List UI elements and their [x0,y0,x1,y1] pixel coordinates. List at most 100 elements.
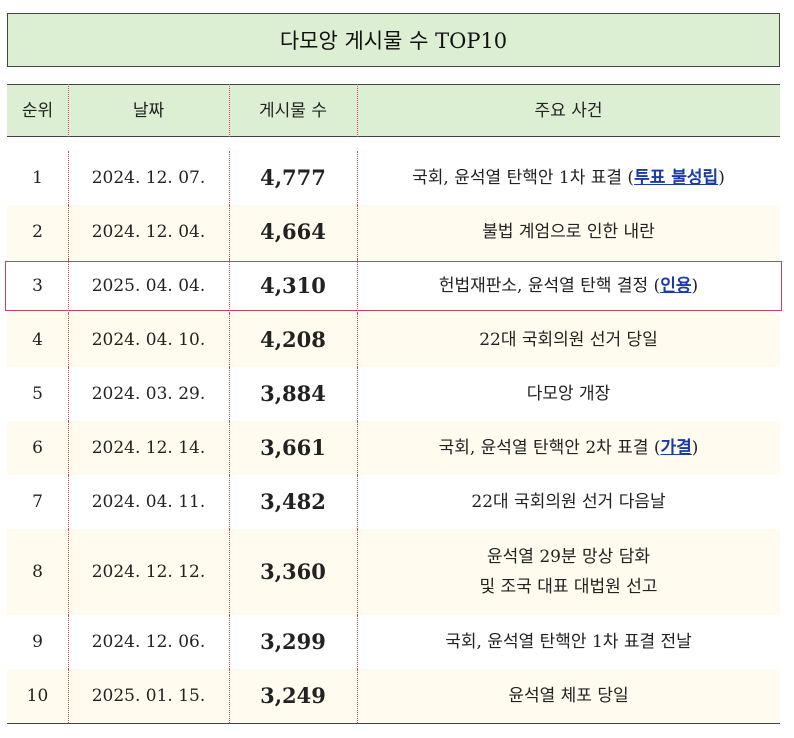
posts-cell: 3,299 [260,629,326,654]
event-line: 22대 국회의원 선거 당일 [479,325,658,355]
event-line: 불법 계엄으로 인한 내란 [482,217,655,247]
column-divider [68,475,69,529]
posts-cell: 4,310 [260,273,326,298]
event-line: 국회, 윤석열 탄핵안 2차 표결 (가결) [439,433,699,463]
event-cell: 윤석열 체포 당일 [357,669,780,723]
posts-cell: 3,884 [260,381,326,406]
column-divider [229,367,230,421]
column-divider [68,615,69,669]
column-divider [229,529,230,615]
column-divider [68,151,69,205]
event-line: 헌법재판소, 윤석열 탄핵 결정 (인용) [439,271,698,301]
header-row [7,84,780,137]
event-text: 헌법재판소, 윤석열 탄핵 결정 ( [438,276,661,296]
event-text: 국회, 윤석열 탄핵안 1차 표결 ( [412,168,635,188]
row-bg [7,529,780,615]
row-bg [7,151,780,205]
event-link: 투표 불성립 [634,168,719,188]
event-link: 가결 [660,438,692,458]
column-divider [229,615,230,669]
column-divider [68,259,69,313]
column-divider [357,367,358,421]
column-divider [357,669,358,723]
column-divider [68,313,69,367]
header-cell: 순위 [21,100,54,121]
event-text: 윤석열 체포 당일 [508,686,629,706]
header-cell: 날짜 [132,100,165,121]
event-cell: 22대 국회의원 선거 다음날 [357,475,780,529]
rank-cell: 1 [32,168,43,188]
date-cell: 2024. 04. 10. [91,330,206,350]
header-divider [68,84,69,137]
row-divider [7,723,780,724]
row-highlight [5,261,782,311]
row-bg [7,615,780,669]
row-bg [7,669,780,723]
column-divider [357,151,358,205]
date-cell: 2025. 04. 04. [91,276,206,296]
event-text: ) [718,168,725,188]
posts-cell: 3,482 [260,489,326,514]
column-divider [68,421,69,475]
posts-cell: 3,360 [260,559,326,584]
rank-cell: 7 [32,492,43,512]
event-line: 국회, 윤석열 탄핵안 1차 표결 (투표 불성립) [412,163,725,193]
rank-cell: 10 [26,686,49,706]
header-cell: 게시물 수 [259,100,327,121]
event-text: 22대 국회의원 선거 다음날 [471,492,666,512]
event-line: 윤석열 29분 망상 담화 [487,542,650,572]
rank-cell: 5 [32,384,43,404]
column-divider [357,475,358,529]
event-cell: 국회, 윤석열 탄핵안 1차 표결 (투표 불성립) [357,151,780,205]
event-text: 국회, 윤석열 탄핵안 2차 표결 ( [438,438,661,458]
posts-cell: 4,208 [260,327,326,352]
date-cell: 2024. 12. 06. [91,632,206,652]
event-text: 다모앙 개장 [526,384,611,404]
rank-cell: 3 [32,276,43,296]
header-cell: 주요 사건 [534,100,603,121]
event-cell: 국회, 윤석열 탄핵안 2차 표결 (가결) [357,421,780,475]
column-divider [229,205,230,259]
event-text: 윤석열 29분 망상 담화 [487,547,650,567]
event-line: 다모앙 개장 [527,379,611,409]
row-bg [7,313,780,367]
rank-cell: 4 [32,330,43,350]
column-divider [229,313,230,367]
column-divider [357,615,358,669]
event-line: 국회, 윤석열 탄핵안 1차 표결 전날 [445,627,692,657]
rank-cell: 2 [32,222,43,242]
column-divider [229,421,230,475]
event-text: ) [691,276,699,296]
date-cell: 2024. 12. 07. [91,168,206,188]
event-line: 및 조국 대표 대법원 선고 [479,572,657,602]
column-divider [68,367,69,421]
date-cell: 2024. 12. 12. [91,562,206,582]
date-cell: 2024. 04. 11. [91,492,206,512]
event-text: 불법 계엄으로 인한 내란 [482,222,655,242]
event-cell: 22대 국회의원 선거 당일 [357,313,780,367]
row-bg [7,421,780,475]
event-line: 22대 국회의원 선거 다음날 [471,487,665,517]
posts-cell: 4,664 [260,219,326,244]
date-cell: 2025. 01. 15. [91,686,206,706]
column-divider [357,259,358,313]
column-divider [68,669,69,723]
column-divider [229,475,230,529]
rank-cell: 8 [32,562,43,582]
posts-cell: 3,661 [260,435,326,460]
row-bg [7,205,780,259]
event-cell: 헌법재판소, 윤석열 탄핵 결정 (인용) [357,259,780,313]
event-text: 국회, 윤석열 탄핵안 1차 표결 전날 [445,632,692,652]
column-divider [229,669,230,723]
column-divider [68,529,69,615]
event-cell: 국회, 윤석열 탄핵안 1차 표결 전날 [357,615,780,669]
header-divider [229,84,230,137]
event-cell: 불법 계엄으로 인한 내란 [357,205,780,259]
column-divider [357,529,358,615]
row-bg [7,259,780,313]
event-text: 및 조국 대표 대법원 선고 [479,577,658,597]
header-divider [357,84,358,137]
event-cell: 다모앙 개장 [357,367,780,421]
event-text: 22대 국회의원 선거 당일 [479,330,658,350]
